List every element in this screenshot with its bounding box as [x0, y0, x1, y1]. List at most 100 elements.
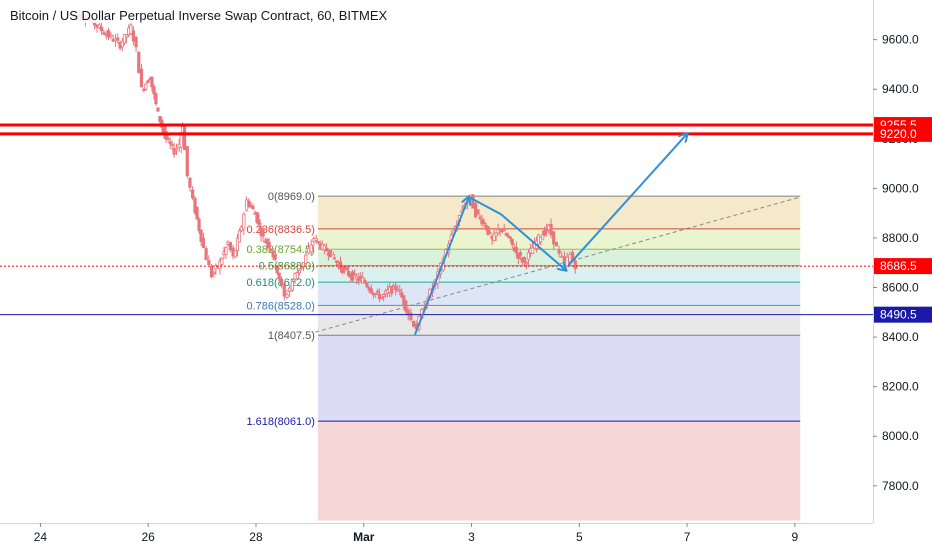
candle-body — [482, 222, 486, 224]
candle-body — [573, 260, 577, 270]
candle-body — [560, 255, 564, 258]
candle-body — [526, 252, 531, 260]
fib-zone — [317, 282, 801, 306]
candle-body — [344, 266, 349, 271]
candle-body — [170, 144, 174, 146]
candle-body — [506, 235, 510, 238]
candle-body — [269, 248, 273, 251]
x-tick-label: 3 — [468, 530, 475, 544]
price-axis-bg — [873, 0, 932, 550]
candle-body — [154, 93, 158, 105]
x-tick-label: 24 — [34, 530, 48, 544]
candle-body — [524, 262, 529, 265]
candle-body — [152, 86, 156, 95]
candle-body — [402, 295, 406, 306]
candle-body — [409, 312, 413, 321]
price-tag — [874, 258, 932, 275]
candle-body — [518, 252, 522, 256]
candle-body — [237, 230, 242, 243]
y-tick-label: 9000.0 — [882, 181, 919, 195]
candle-body — [265, 239, 269, 245]
candle-body — [301, 261, 306, 267]
candle-body — [351, 271, 355, 281]
candle-body — [247, 200, 251, 207]
y-tick-label: 8200.0 — [882, 380, 919, 394]
candle-body — [137, 51, 141, 74]
candle-body — [357, 277, 361, 281]
candle-body — [353, 273, 357, 276]
candle-body — [275, 265, 279, 274]
candle-body — [304, 254, 308, 264]
candle-body — [125, 34, 129, 38]
candle-body — [273, 254, 277, 260]
candle-body — [488, 232, 492, 235]
candle-body — [398, 289, 402, 292]
y-tick-label: 9600.0 — [882, 33, 919, 47]
candle-body — [199, 229, 203, 242]
candle-body — [279, 278, 284, 286]
projection-arrow — [414, 197, 469, 335]
candle-body — [150, 76, 154, 88]
candle-body — [179, 134, 183, 148]
candle-body — [106, 30, 111, 38]
candle-body — [191, 189, 195, 199]
price-tag-label: 8490.5 — [880, 308, 917, 322]
candle-body — [271, 250, 275, 258]
candle-body — [390, 286, 394, 294]
candle-body — [131, 30, 135, 42]
candle-body — [295, 271, 299, 279]
fib-zone — [317, 265, 801, 283]
candle-body — [332, 257, 337, 260]
candle-body — [394, 286, 398, 291]
x-tick-label: 7 — [684, 530, 691, 544]
candle-body — [224, 246, 228, 255]
candle-body — [540, 234, 545, 240]
candle-body — [188, 177, 192, 188]
candle-body — [297, 270, 302, 274]
candle-body — [552, 231, 556, 245]
y-tick-label: 8600.0 — [882, 281, 919, 295]
price-tag — [874, 125, 932, 142]
price-tag-label: 9220.0 — [880, 127, 917, 141]
candle-body — [172, 148, 176, 155]
candle-body — [411, 320, 416, 327]
candle-body — [324, 247, 328, 252]
fib-level-label: 0.786(8528.0) — [246, 300, 315, 312]
candle-body — [486, 226, 490, 235]
candle-body — [359, 275, 363, 279]
x-tick-label: 9 — [792, 530, 799, 544]
candle-body — [182, 125, 187, 151]
candle-body — [494, 232, 498, 237]
candle-body — [277, 272, 281, 280]
candle-body — [365, 283, 369, 288]
fib-zone — [317, 196, 801, 229]
fib-zone — [317, 305, 801, 336]
candle-body — [242, 213, 246, 230]
candle-body — [288, 287, 292, 293]
fib-level-label: 1(8407.5) — [268, 330, 315, 342]
candle-body — [404, 300, 408, 312]
candle-body — [346, 270, 351, 276]
candle-body — [251, 205, 255, 210]
candle-body — [299, 266, 304, 269]
x-tick-label: 26 — [142, 530, 156, 544]
candle-body — [122, 33, 127, 44]
time-axis-bg — [0, 523, 932, 550]
candle-body — [516, 252, 520, 259]
candle-body — [492, 233, 496, 241]
candle-body — [156, 107, 160, 112]
candle-body — [504, 233, 508, 236]
candle-body — [116, 37, 120, 41]
candle-body — [204, 248, 208, 261]
candle-body — [316, 241, 320, 243]
candle-body — [209, 265, 214, 278]
candle-body — [290, 280, 294, 291]
y-tick-label: 9400.0 — [882, 82, 919, 96]
candle-body — [158, 115, 162, 123]
fib-level-label: 1.618(8061.0) — [246, 416, 315, 428]
price-tag — [874, 306, 932, 323]
candle-body — [382, 294, 386, 297]
fib-level-label: 0(8969.0) — [268, 191, 315, 203]
candle-body — [235, 238, 240, 252]
